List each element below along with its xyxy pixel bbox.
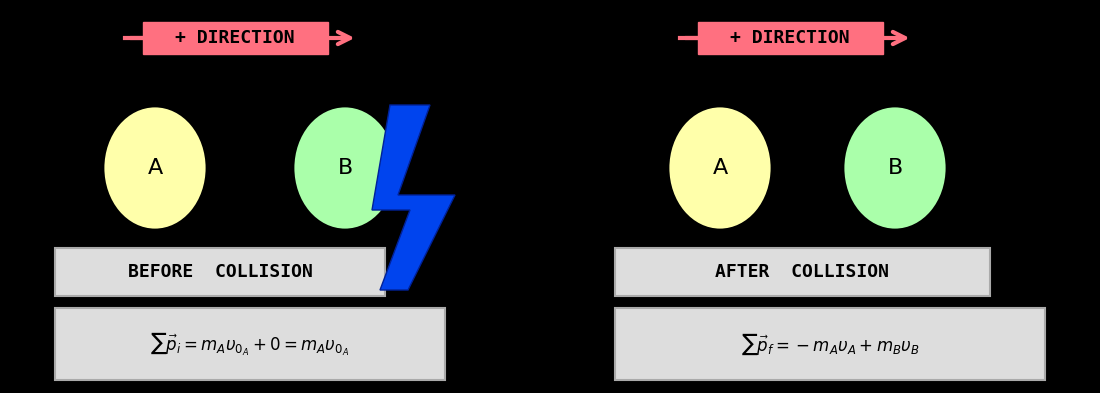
FancyBboxPatch shape: [697, 22, 882, 54]
FancyBboxPatch shape: [615, 248, 990, 296]
Text: BEFORE  COLLISION: BEFORE COLLISION: [128, 263, 312, 281]
Text: + DIRECTION: + DIRECTION: [730, 29, 850, 47]
FancyBboxPatch shape: [143, 22, 328, 54]
Text: A: A: [713, 158, 727, 178]
Text: B: B: [888, 158, 903, 178]
FancyBboxPatch shape: [615, 308, 1045, 380]
Text: $\sum \vec{p}_f = -m_A\upsilon_A + m_B\upsilon_B$: $\sum \vec{p}_f = -m_A\upsilon_A + m_B\u…: [740, 331, 920, 357]
FancyBboxPatch shape: [55, 248, 385, 296]
Text: AFTER  COLLISION: AFTER COLLISION: [715, 263, 889, 281]
Ellipse shape: [293, 106, 397, 230]
Text: + DIRECTION: + DIRECTION: [175, 29, 295, 47]
Polygon shape: [372, 105, 455, 290]
Text: $\sum \vec{p}_i = m_A\upsilon_{0_A} + 0 = m_A\upsilon_{0_A}$: $\sum \vec{p}_i = m_A\upsilon_{0_A} + 0 …: [151, 331, 350, 358]
Text: B: B: [338, 158, 353, 178]
Ellipse shape: [843, 106, 947, 230]
FancyBboxPatch shape: [55, 308, 446, 380]
Ellipse shape: [668, 106, 772, 230]
Text: A: A: [147, 158, 163, 178]
Ellipse shape: [103, 106, 207, 230]
